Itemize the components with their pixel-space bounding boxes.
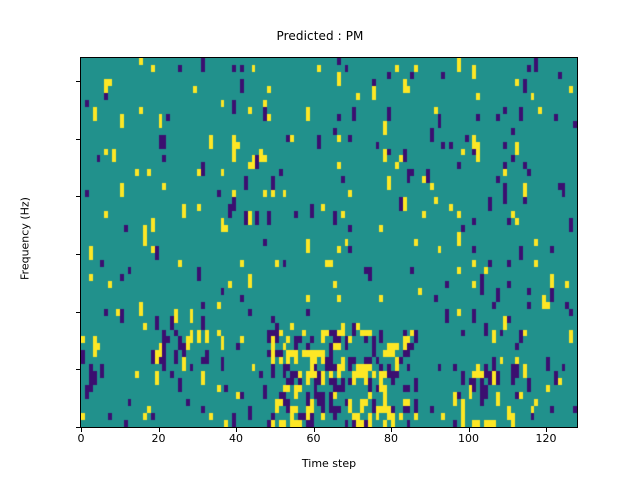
x-tick-mark	[158, 428, 160, 432]
x-tick-mark	[313, 428, 315, 432]
x-tick-mark	[391, 428, 392, 432]
x-tick-label: 60	[306, 432, 321, 445]
x-tick-label: 40	[229, 432, 243, 445]
y-tick-mark	[76, 311, 80, 313]
y-tick-mark	[76, 369, 80, 371]
x-tick-label: 0	[77, 432, 85, 445]
x-tick-label: 80	[384, 432, 398, 445]
y-axis-label: Frequency (Hz)	[18, 197, 32, 280]
x-tick-label: 100	[458, 432, 479, 445]
x-axis-label: Time step	[301, 457, 357, 470]
y-tick-mark	[76, 254, 80, 256]
y-tick-mark	[76, 427, 80, 428]
x-tick-mark	[468, 428, 470, 432]
x-tick-label: 120	[535, 432, 557, 445]
y-tick-mark	[76, 138, 80, 140]
x-tick-mark	[546, 428, 547, 432]
heatmap-plot-area[interactable]	[80, 57, 578, 428]
x-tick-mark	[81, 428, 82, 432]
y-tick-mark	[76, 196, 80, 198]
page-title: Predicted : PM	[276, 29, 364, 43]
heatmap-cells	[81, 58, 577, 427]
x-tick-label: 20	[151, 432, 166, 445]
y-tick-mark	[76, 81, 80, 83]
x-tick-mark	[236, 428, 237, 432]
